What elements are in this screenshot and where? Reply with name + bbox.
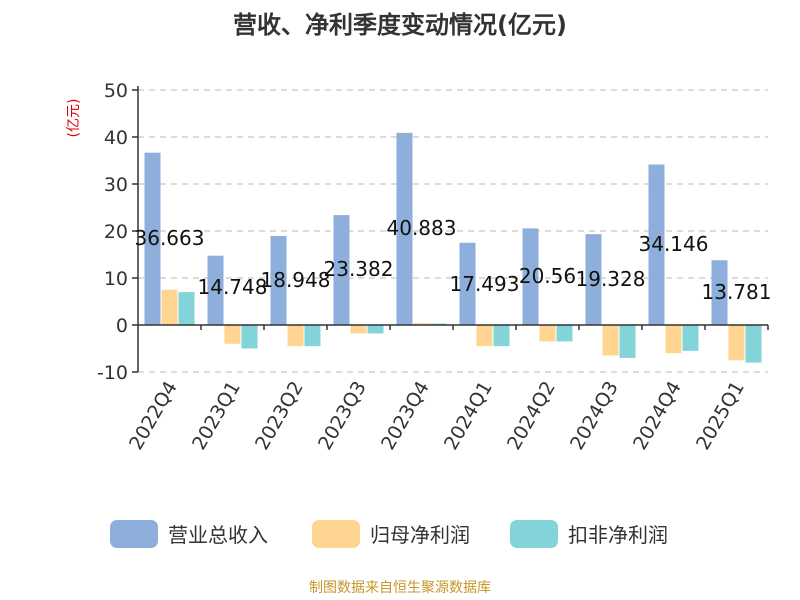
unit-label: (亿元) — [66, 99, 82, 138]
x-tick-label: 2023Q2 — [251, 378, 308, 454]
bar-series-3 — [178, 292, 195, 325]
bar-series-3 — [619, 325, 636, 358]
bar-series-3 — [241, 325, 258, 349]
y-tick-label: 0 — [116, 315, 128, 337]
bar-series-2 — [665, 325, 682, 354]
x-tick-label: 2024Q1 — [440, 378, 497, 454]
bar-series-1 — [396, 132, 413, 325]
legend-label: 扣非净利润 — [568, 523, 668, 547]
y-tick-label: 10 — [104, 268, 128, 290]
bar-series-3 — [682, 325, 699, 351]
bar-series-3 — [367, 325, 384, 334]
bar-series-2 — [350, 325, 367, 334]
bar-series-2 — [602, 325, 619, 356]
bar-series-2 — [413, 323, 430, 325]
bar-series-2 — [287, 325, 304, 347]
grid-layer — [138, 89, 768, 373]
bar-series-1 — [648, 164, 665, 325]
data-label: 14.748 — [198, 275, 268, 299]
x-tick-label: 2023Q4 — [377, 378, 434, 454]
bar-series-3 — [304, 325, 321, 347]
x-tick-label: 2023Q1 — [188, 378, 245, 454]
legend-swatch — [510, 520, 558, 548]
x-tick-label: 2022Q4 — [125, 378, 182, 454]
bar-series-1 — [333, 215, 350, 325]
bar-series-2 — [161, 289, 178, 325]
data-label: 13.781 — [702, 280, 772, 304]
data-label: 36.663 — [135, 226, 205, 250]
x-tick-label: 2024Q4 — [629, 378, 686, 454]
y-tick-label: 30 — [104, 174, 128, 196]
chart-title: 营收、净利季度变动情况(亿元) — [233, 11, 567, 39]
bar-series-3 — [556, 325, 573, 342]
bar-series-1 — [207, 255, 224, 325]
x-tick-label: 2025Q1 — [692, 378, 749, 454]
bar-series-2 — [728, 325, 745, 361]
bars-layer — [144, 132, 762, 363]
legend-swatch — [312, 520, 360, 548]
legend: 营业总收入 归母净利润 扣非净利润 — [110, 520, 668, 548]
legend-label: 归母净利润 — [370, 523, 470, 547]
x-tick-label: 2023Q3 — [314, 378, 371, 454]
data-label: 34.146 — [639, 232, 709, 256]
data-label: 23.382 — [324, 257, 394, 281]
y-tick-label: -10 — [97, 362, 128, 384]
bar-series-1 — [585, 234, 602, 325]
data-label: 20.56 — [519, 264, 576, 288]
x-tick-label: 2024Q2 — [503, 378, 560, 454]
legend-label: 营业总收入 — [168, 523, 268, 547]
bar-series-3 — [493, 325, 510, 347]
data-label: 17.493 — [450, 272, 520, 296]
y-tick-label: 20 — [104, 221, 128, 243]
bar-series-1 — [711, 260, 728, 325]
data-source: 制图数据来自恒生聚源数据库 — [309, 580, 491, 596]
bar-series-1 — [459, 242, 476, 325]
bar-series-1 — [144, 152, 161, 325]
bar-series-2 — [224, 325, 241, 344]
bar-series-1 — [270, 235, 287, 325]
data-label: 18.948 — [261, 268, 331, 292]
data-label: 40.883 — [387, 216, 457, 240]
bar-series-1 — [522, 228, 539, 325]
x-tick-label: 2024Q3 — [566, 378, 623, 454]
y-tick-label: 50 — [104, 80, 128, 102]
bar-series-3 — [745, 325, 762, 363]
legend-swatch — [110, 520, 158, 548]
y-tick-label: 40 — [104, 127, 128, 149]
bar-series-2 — [539, 325, 556, 342]
bar-series-2 — [476, 325, 493, 347]
data-label: 19.328 — [576, 267, 646, 291]
